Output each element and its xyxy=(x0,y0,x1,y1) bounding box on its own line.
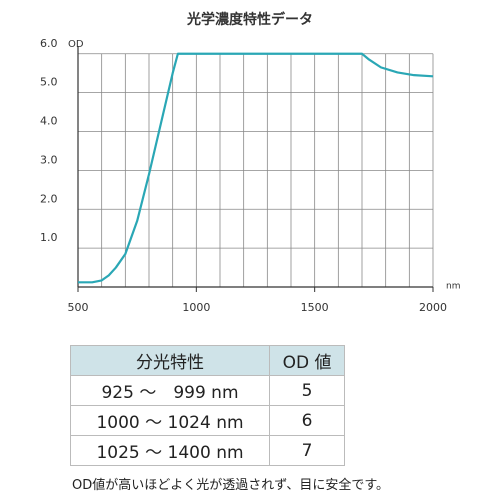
y-tick-label: 1.0 xyxy=(40,231,58,244)
range-cell: 1000 ～ 1024 nm xyxy=(70,405,270,436)
od-cell: 6 xyxy=(269,405,345,436)
y-axis-label: OD xyxy=(68,39,84,50)
chart: 光学濃度特性データ OD nm 1.0 2.0 3.0 4.0 5.0 6.0 500 100… xyxy=(40,11,460,314)
x-tick-label: 1500 xyxy=(301,301,329,314)
y-tick-label: 6.0 xyxy=(40,37,58,50)
y-tick-label: 3.0 xyxy=(40,153,58,166)
header-cell: OD 値 xyxy=(269,345,345,376)
header-cell: 分光特性 xyxy=(70,345,270,376)
table-header: 分光特性 OD 値 xyxy=(70,345,345,376)
table-row: 1025 ～ 1400 nm 7 xyxy=(70,435,345,466)
curve xyxy=(78,52,434,284)
table-row: 1000 ～ 1024 nm 6 xyxy=(70,405,345,436)
y-tick-label: 2.0 xyxy=(40,192,58,205)
y-tick-label: 4.0 xyxy=(40,115,58,128)
od-cell: 7 xyxy=(269,435,345,466)
range-cell: 1025 ～ 1400 nm xyxy=(70,435,270,466)
x-tick-label: 2000 xyxy=(419,301,447,314)
note: OD値が高いほどよく光が透過されず、目に安全です。 xyxy=(72,478,390,493)
range-cell: 925 ～ 999 nm xyxy=(70,375,270,406)
table-row: 925 ～ 999 nm 5 xyxy=(70,375,345,406)
x-axis-label: nm xyxy=(446,282,460,292)
od-cell: 5 xyxy=(269,375,345,406)
x-tick-label: 1000 xyxy=(182,301,210,314)
chart-title: 光学濃度特性データ xyxy=(186,11,313,28)
y-tick-label: 5.0 xyxy=(40,76,58,89)
x-tick-label: 500 xyxy=(68,301,89,314)
spec-table: 分光特性 OD 値 925 ～ 999 nm 5 1000 ～ 1024 nm 6 … xyxy=(70,345,345,466)
